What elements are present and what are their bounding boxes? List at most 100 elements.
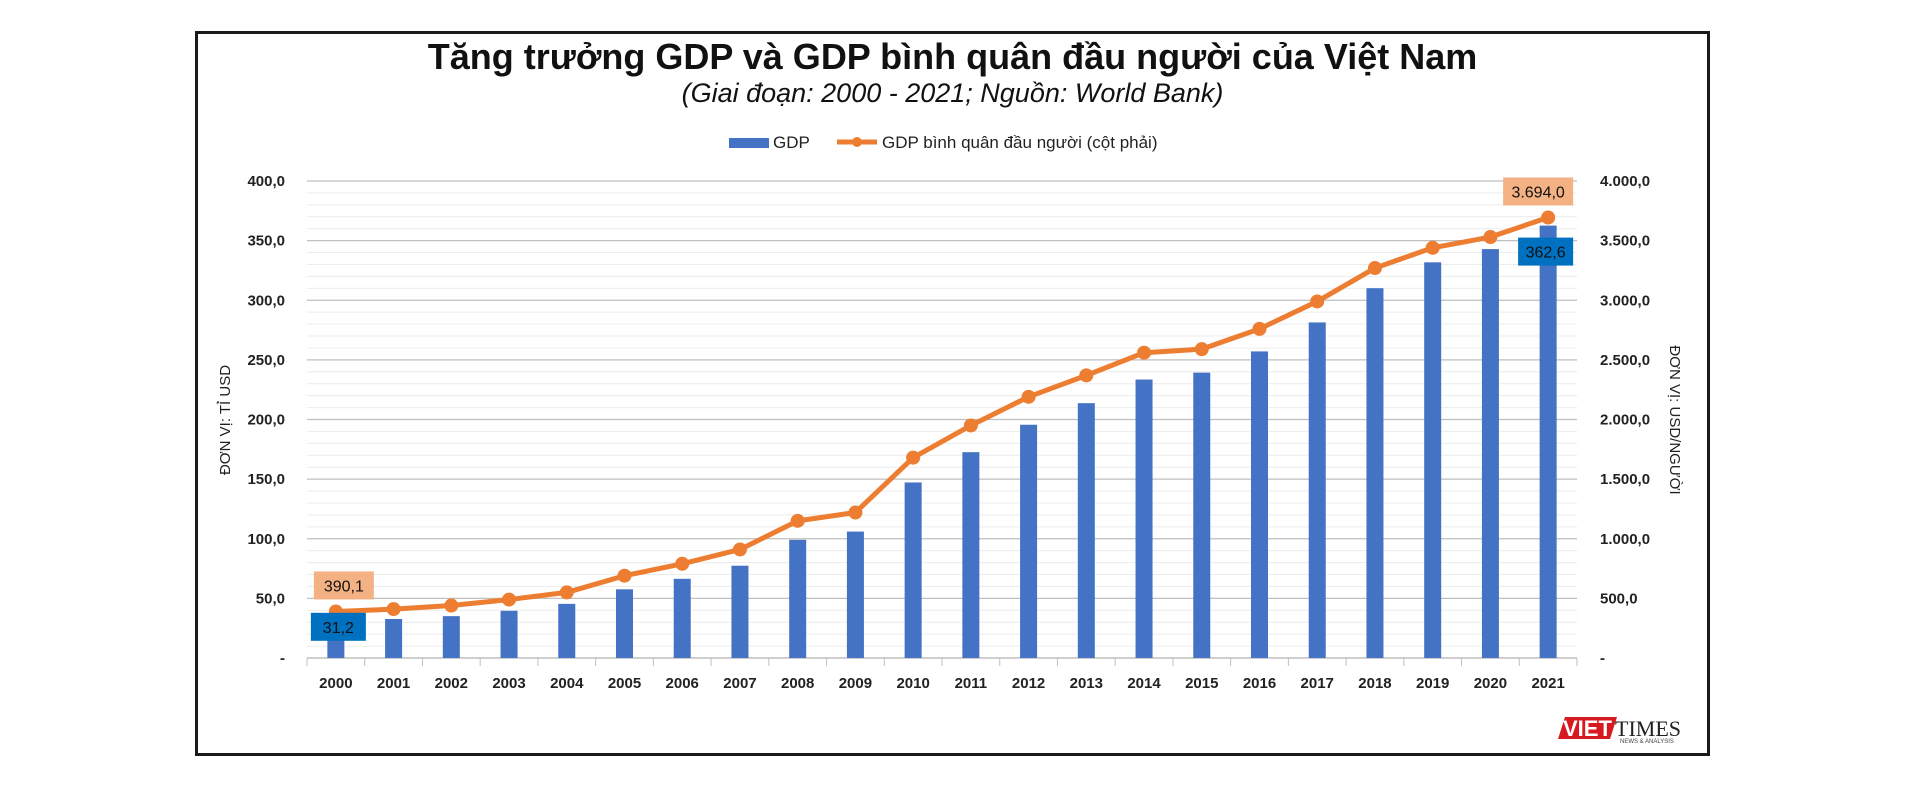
right-tick-label: 4.000,0 bbox=[1600, 173, 1650, 190]
x-tick-label: 2019 bbox=[1416, 675, 1449, 692]
gdp-bar bbox=[1424, 262, 1442, 658]
x-tick-label: 2007 bbox=[723, 675, 756, 692]
gdp-per-capita-point bbox=[1541, 210, 1556, 225]
x-tick-label: 2001 bbox=[377, 675, 410, 692]
x-tick-label: 2009 bbox=[839, 675, 872, 692]
gdp-data-label-text: 31,2 bbox=[323, 620, 354, 637]
gdp-per-capita-point bbox=[1367, 261, 1382, 276]
left-tick-label: 200,0 bbox=[247, 412, 285, 429]
x-tick-label: 2010 bbox=[896, 675, 929, 692]
gdp-per-capita-data-label: 3.694,0 bbox=[1503, 177, 1574, 206]
gdp-per-capita-point bbox=[444, 598, 459, 613]
logo-red-badge bbox=[1558, 717, 1617, 739]
gdp-per-capita-data-label-box bbox=[1503, 177, 1574, 206]
left-axis-ticks: - 50,0 100,0 150,0 200,0 250,0 300,0 350,0 400,0 bbox=[247, 173, 285, 667]
gdp-bar bbox=[385, 619, 403, 658]
x-tick-label: 2016 bbox=[1243, 675, 1276, 692]
gdp-per-capita-data-label: 390,1 bbox=[313, 571, 374, 600]
x-tick-label: 2006 bbox=[666, 675, 699, 692]
gdp-per-capita-point bbox=[848, 505, 863, 520]
left-axis-title: ĐƠN VỊ: TỈ USD bbox=[217, 365, 234, 475]
gdp-bar bbox=[1193, 372, 1211, 658]
chart-subtitle: (Giai đoạn: 2000 - 2021; Nguồn: World Ba… bbox=[681, 78, 1224, 108]
x-tick-label: 2005 bbox=[608, 675, 641, 692]
x-tick-label: 2012 bbox=[1012, 675, 1045, 692]
left-tick-label: 250,0 bbox=[247, 352, 285, 369]
legend: GDP GDP bình quân đầu người (cột phải) bbox=[729, 133, 1158, 152]
gdp-per-capita-data-label-text: 390,1 bbox=[324, 578, 364, 595]
gdp-bar bbox=[1366, 288, 1384, 658]
left-tick-label: 400,0 bbox=[247, 173, 285, 190]
x-tick-label: 2003 bbox=[492, 675, 525, 692]
gdp-per-capita-point bbox=[617, 568, 632, 583]
gdp-bar bbox=[1539, 225, 1557, 659]
logo-text-times: TIMES bbox=[1615, 716, 1681, 741]
gdp-bar bbox=[442, 616, 460, 658]
x-axis-ticks: 2000 2001 2002 2003 2004 2005 2006 2007 2008 2009… bbox=[319, 675, 1565, 692]
gdp-bar bbox=[558, 603, 576, 658]
x-tick-label: 2018 bbox=[1358, 675, 1391, 692]
gdp-per-capita-point bbox=[386, 602, 401, 617]
gdp-bar bbox=[731, 565, 749, 658]
legend-label-gdp-per-capita: GDP bình quân đầu người (cột phải) bbox=[882, 133, 1158, 152]
gdp-per-capita-point bbox=[1137, 345, 1152, 360]
right-tick-label: 2.000,0 bbox=[1600, 412, 1650, 429]
right-tick-label: 500,0 bbox=[1600, 590, 1638, 607]
gdp-data-label-box bbox=[310, 612, 366, 641]
gdp-per-capita-point bbox=[1021, 389, 1036, 404]
right-axis-title: ĐƠN VỊ: USD/NGƯỜI bbox=[1666, 345, 1683, 494]
gdp-bar bbox=[1077, 403, 1095, 658]
right-axis-ticks: - 500,0 1.000,0 1.500,0 2.000,0 2.500,0 3.000,… bbox=[1600, 173, 1650, 667]
x-tick-label: 2021 bbox=[1531, 675, 1564, 692]
data-labels: 31,2 362,6 390,1 3.694,0 bbox=[310, 177, 1574, 641]
gdp-bar bbox=[1481, 249, 1499, 659]
gdp-per-capita-point bbox=[1310, 294, 1325, 309]
gdp-bar bbox=[1135, 379, 1153, 658]
x-tick-label: 2015 bbox=[1185, 675, 1218, 692]
gdp-per-capita-point bbox=[502, 592, 517, 607]
x-tick-label: 2002 bbox=[435, 675, 468, 692]
gdp-bar bbox=[1251, 351, 1268, 658]
gdp-bar bbox=[962, 452, 980, 658]
right-tick-label: 2.500,0 bbox=[1600, 352, 1650, 369]
gridlines bbox=[306, 180, 1578, 666]
x-tick-label: 2008 bbox=[781, 675, 814, 692]
left-tick-label: 150,0 bbox=[247, 471, 285, 488]
gdp-data-label-box bbox=[1518, 237, 1574, 266]
right-tick-label: - bbox=[1600, 650, 1605, 667]
legend-swatch-gdp bbox=[729, 138, 769, 148]
right-tick-label: 1.500,0 bbox=[1600, 471, 1650, 488]
gdp-data-label-text: 362,6 bbox=[1526, 245, 1566, 262]
gdp-per-capita-point bbox=[559, 585, 574, 600]
gdp-per-capita-point bbox=[732, 542, 747, 557]
x-tick-label: 2004 bbox=[550, 675, 584, 692]
x-tick-label: 2013 bbox=[1070, 675, 1103, 692]
vietimes-logo: VIET TIMES NEWS & ANALYSIS bbox=[1558, 716, 1681, 745]
gdp-bar bbox=[616, 589, 633, 658]
gdp-per-capita-point bbox=[1252, 321, 1267, 336]
left-tick-label: 100,0 bbox=[247, 531, 285, 548]
logo-text-viet: VIET bbox=[1563, 716, 1612, 741]
chart-title: Tăng trưởng GDP và GDP bình quân đầu ngư… bbox=[427, 36, 1478, 77]
gdp-data-label: 362,6 bbox=[1518, 237, 1574, 266]
gdp-per-capita-point bbox=[1483, 230, 1498, 245]
x-tick-label: 2020 bbox=[1474, 675, 1507, 692]
x-tick-label: 2014 bbox=[1127, 675, 1161, 692]
gdp-bar bbox=[1020, 424, 1038, 658]
gdp-per-capita-data-label-box bbox=[313, 571, 374, 600]
gdp-data-label: 31,2 bbox=[310, 612, 366, 641]
gdp-per-capita-data-label-text: 3.694,0 bbox=[1511, 184, 1564, 201]
gdp-bar bbox=[673, 578, 691, 658]
gdp-bar bbox=[1308, 322, 1326, 658]
gdp-bar bbox=[789, 539, 807, 658]
gdp-bar bbox=[846, 531, 864, 658]
left-tick-label: 300,0 bbox=[247, 292, 285, 309]
left-tick-label: - bbox=[280, 650, 285, 667]
gdp-bar bbox=[500, 610, 518, 658]
gdp-per-capita-line bbox=[328, 210, 1556, 619]
gdp-per-capita-line-path bbox=[335, 215, 1549, 614]
right-tick-label: 3.000,0 bbox=[1600, 292, 1650, 309]
legend-swatch-marker bbox=[852, 137, 862, 147]
x-tick-label: 2017 bbox=[1301, 675, 1334, 692]
